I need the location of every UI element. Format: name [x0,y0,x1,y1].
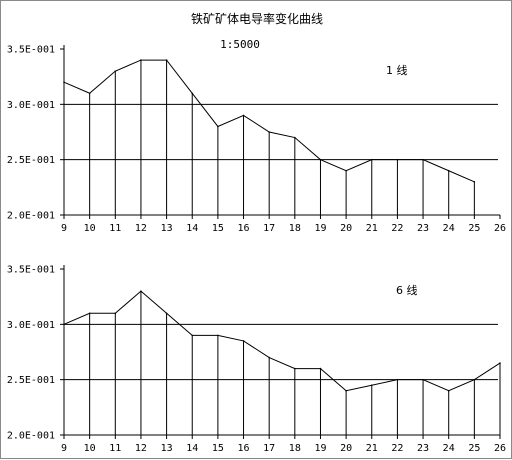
data-point [88,92,91,95]
x-tick-label: 12 [135,443,147,454]
data-point [191,334,194,337]
y-tick-label: 2.5E-001 [7,155,55,166]
series-label: 1 线 [386,63,408,77]
x-tick-label: 16 [238,443,250,454]
data-point [319,158,322,161]
x-tick-label: 24 [443,443,455,454]
series-label: 6 线 [396,283,418,297]
data-point [396,378,399,381]
data-point [165,59,168,61]
data-point [396,158,399,161]
x-tick-label: 22 [391,443,403,454]
data-point [242,340,245,342]
x-tick-label: 26 [494,223,506,234]
x-tick-label: 21 [366,443,378,454]
data-point [140,290,142,292]
y-tick-label: 3.5E-001 [7,45,55,56]
data-point [217,334,219,337]
x-tick-label: 26 [494,443,506,454]
data-point [114,312,117,315]
data-point [63,323,65,326]
x-tick-label: 9 [61,443,67,454]
data-point [294,136,296,139]
scale-label: 1:5000 [220,38,260,51]
x-tick-label: 13 [161,223,173,234]
x-tick-label: 11 [109,223,121,234]
data-point [447,389,450,392]
data-point [63,81,65,83]
x-tick-label: 14 [186,223,198,234]
series-line [63,290,501,392]
data-point [88,312,91,315]
data-point [191,92,194,95]
x-tick-label: 18 [289,443,301,454]
data-point [140,59,142,61]
x-tick-label: 13 [161,443,173,454]
chart-title: 铁矿矿体电导率变化曲线 [191,11,323,26]
chart-panel-2: 2.0E-001 2.5E-001 3.0E-001 3.5E-001 9 10 11 12 1… [7,265,506,455]
x-tick-label: 17 [263,443,275,454]
x-tick-label: 18 [289,223,301,234]
data-point [345,389,347,392]
y-tick-label: 3.0E-001 [7,320,55,331]
x-tick-label: 23 [417,223,429,234]
chart-panel-1: 2.0E-001 2.5E-001 3.0E-001 3.5E-001 9 10 11 12 1… [7,45,506,235]
x-tick-label: 14 [186,443,198,454]
x-tick-label: 15 [212,223,224,234]
x-tick-label: 22 [391,223,403,234]
x-tick-label: 10 [84,223,96,234]
x-tick-label: 11 [109,443,121,454]
data-point [422,158,424,161]
data-point [268,131,270,133]
x-tick-label: 15 [212,443,224,454]
data-point [370,158,373,161]
x-tick-label: 20 [340,223,352,234]
x-tick-label: 23 [417,443,429,454]
data-point [473,181,476,183]
data-point [345,169,347,172]
x-tick-label: 24 [443,223,455,234]
x-tick-label: 25 [468,443,480,454]
y-tick-label: 2.0E-001 [7,431,55,442]
data-point [217,125,219,128]
x-tick-label: 19 [314,443,326,454]
data-point [499,362,501,364]
y-tick-label: 2.0E-001 [7,211,55,222]
data-point [473,378,476,381]
x-tick-label: 17 [263,223,275,234]
data-point [165,312,168,315]
data-point [422,378,424,381]
y-tick-label: 3.5E-001 [7,265,55,276]
x-tick-label: 10 [84,443,96,454]
y-tick-label: 3.0E-001 [7,100,55,111]
x-tick-label: 16 [238,223,250,234]
data-point [370,384,373,387]
x-tick-label: 25 [468,223,480,234]
data-point [242,114,245,117]
x-tick-label: 9 [61,223,67,234]
data-point [447,169,450,172]
x-tick-label: 20 [340,443,352,454]
data-point [268,356,270,359]
data-point [114,70,117,72]
data-point [294,367,296,370]
y-tick-label: 2.5E-001 [7,375,55,386]
x-tick-label: 19 [314,223,326,234]
x-tick-label: 12 [135,223,147,234]
data-point [319,367,322,370]
x-tick-label: 21 [366,223,378,234]
